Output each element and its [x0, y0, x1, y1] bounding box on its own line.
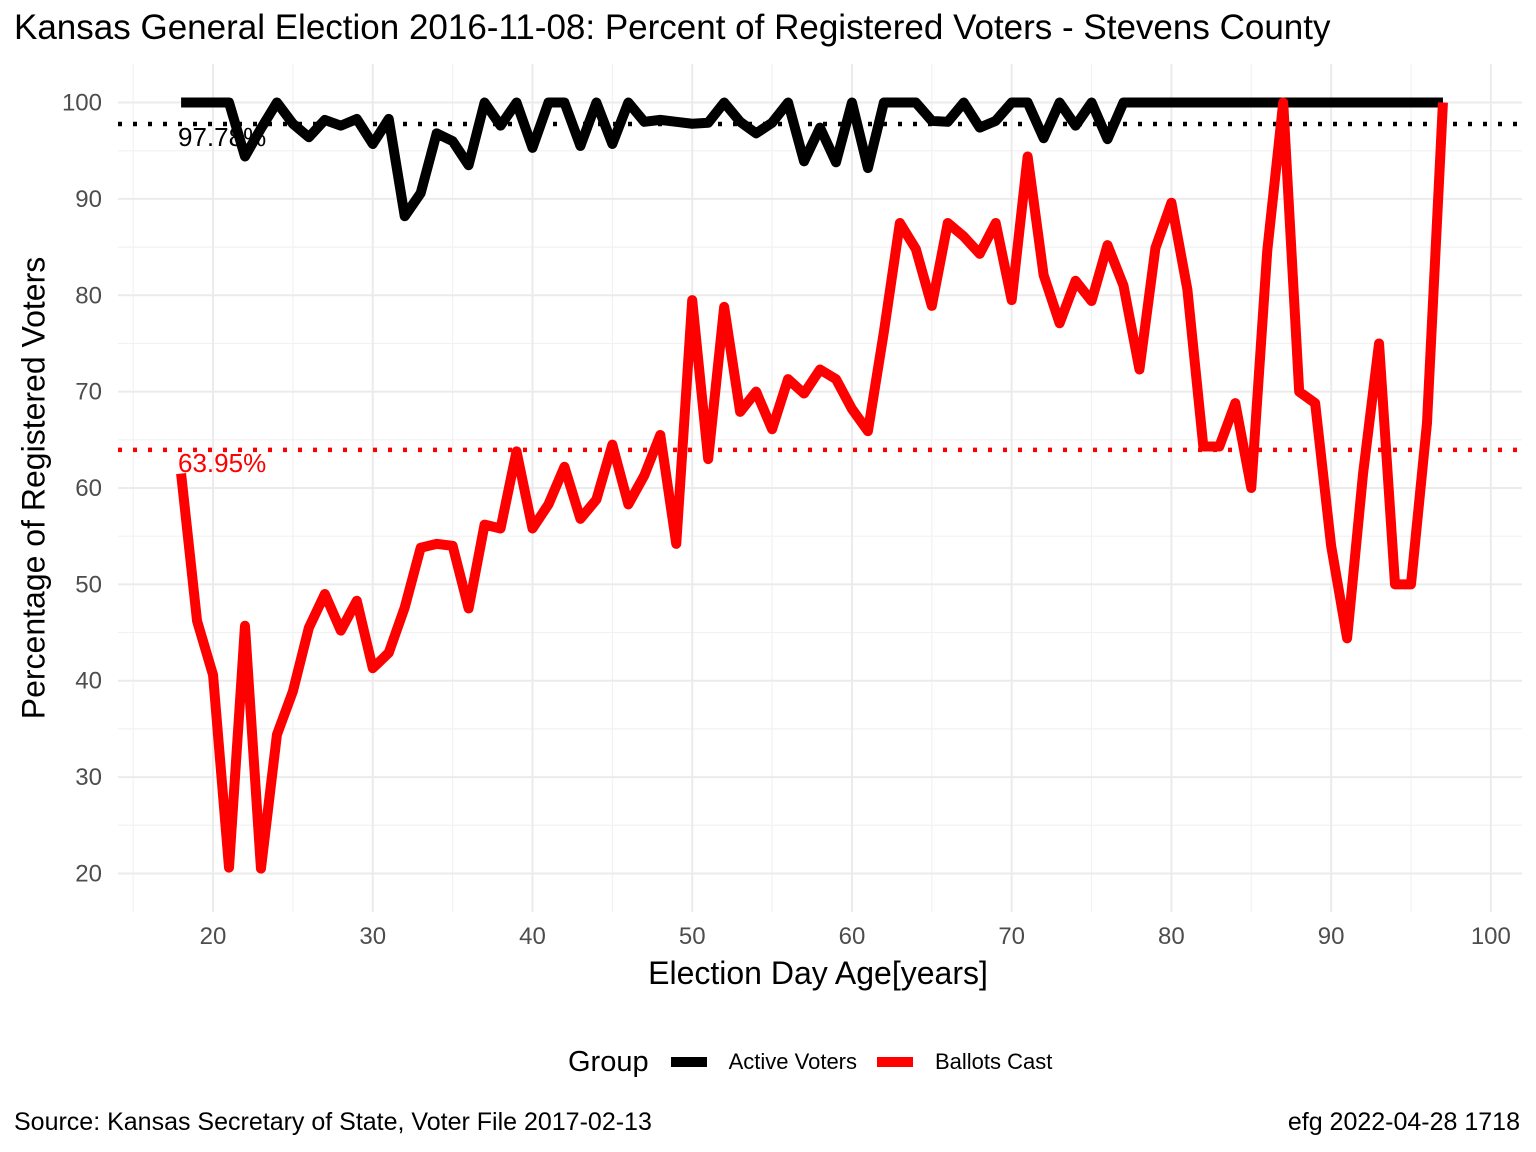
- x-axis-ticks: 20 30 40 50 60 70 80 90 100: [200, 923, 1511, 950]
- legend-key-active-voters: [670, 1057, 707, 1067]
- source-caption: Source: Kansas Secretary of State, Voter…: [14, 1108, 652, 1136]
- x-tick-label: 40: [519, 923, 546, 950]
- reference-line-label: 63.95%: [178, 448, 266, 478]
- x-tick-label: 80: [1158, 923, 1185, 950]
- y-tick-label: 70: [75, 379, 102, 406]
- legend-item-ballots-cast: Ballots Cast: [877, 1049, 1052, 1075]
- legend: Group Active Voters Ballots Cast: [568, 1044, 1072, 1080]
- legend-label-ballots-cast: Ballots Cast: [935, 1049, 1053, 1074]
- legend-label-active-voters: Active Voters: [728, 1049, 857, 1074]
- y-axis-ticks: 20 30 40 50 60 70 80 90 100: [62, 90, 102, 888]
- author-caption: efg 2022-04-28 1718: [1287, 1108, 1520, 1136]
- y-tick-label: 30: [75, 764, 102, 791]
- y-tick-label: 90: [75, 186, 102, 213]
- major-gridlines: [118, 64, 1522, 912]
- y-tick-label: 60: [75, 475, 102, 502]
- series-lines: [176, 97, 1448, 874]
- y-tick-label: 100: [62, 90, 102, 117]
- x-tick-label: 50: [679, 923, 706, 950]
- reference-line-label: 97.78%: [178, 122, 266, 152]
- reference-line-labels: 97.78% 63.95%: [178, 122, 266, 478]
- x-tick-label: 30: [359, 923, 386, 950]
- x-tick-label: 20: [200, 923, 227, 950]
- series-line-active-voters: [181, 97, 1443, 222]
- y-tick-label: 50: [75, 571, 102, 598]
- legend-title: Group: [568, 1045, 649, 1078]
- x-tick-label: 100: [1471, 923, 1511, 950]
- chart-title: Kansas General Election 2016-11-08: Perc…: [14, 8, 1331, 47]
- x-tick-label: 70: [998, 923, 1025, 950]
- y-tick-label: 40: [75, 668, 102, 695]
- legend-item-active-voters: Active Voters: [670, 1049, 857, 1075]
- y-tick-label: 20: [75, 860, 102, 887]
- x-tick-label: 90: [1318, 923, 1345, 950]
- legend-key-ballots-cast: [877, 1057, 913, 1067]
- x-tick-label: 60: [839, 923, 866, 950]
- x-axis-label: Election Day Age[years]: [648, 955, 988, 991]
- series-line-ballots-cast: [176, 97, 1448, 874]
- y-tick-label: 80: [75, 282, 102, 309]
- y-axis-label: Percentage of Registered Voters: [15, 256, 52, 720]
